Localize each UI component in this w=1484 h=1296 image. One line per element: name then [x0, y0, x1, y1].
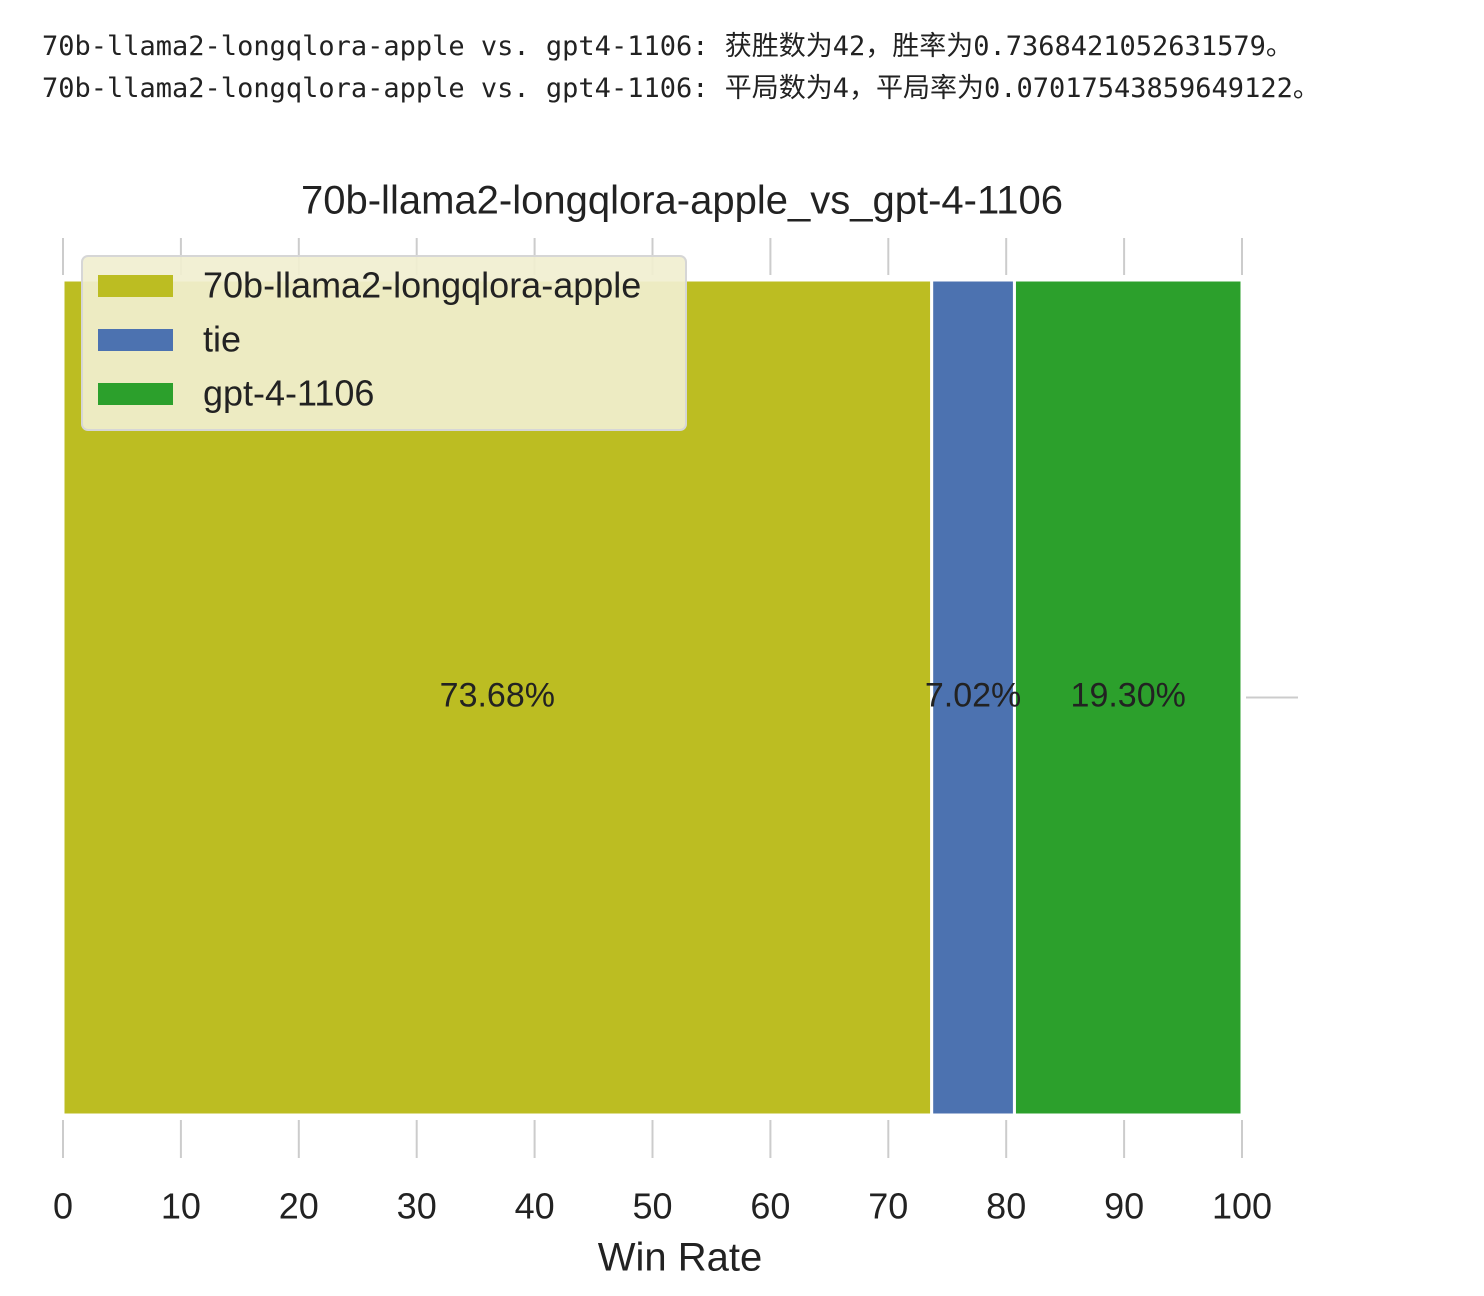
- legend-swatch: [98, 329, 173, 351]
- x-tick-label: 20: [279, 1186, 319, 1227]
- bar-segment: [1012, 278, 1244, 1117]
- x-tick-label: 10: [161, 1186, 201, 1227]
- x-tick-label: 60: [750, 1186, 790, 1227]
- x-axis-label: Win Rate: [598, 1236, 763, 1280]
- bar-segment: [930, 278, 1016, 1117]
- legend-box: [81, 255, 687, 431]
- legend-swatch: [98, 383, 173, 405]
- data-label: 19.30%: [1071, 676, 1186, 714]
- data-label: 7.02%: [925, 676, 1021, 714]
- console-line: 70b-llama2-longqlora-apple vs. gpt4-1106…: [42, 31, 1293, 62]
- console-line: 70b-llama2-longqlora-apple vs. gpt4-1106…: [42, 73, 1320, 104]
- x-tick-label: 30: [397, 1186, 437, 1227]
- legend: 70b-llama2-longqlora-apple tie gpt-4-1106: [81, 255, 687, 431]
- x-tick-label: 70: [868, 1186, 908, 1227]
- legend-swatch: [98, 275, 173, 297]
- x-tick-label: 90: [1104, 1186, 1144, 1227]
- data-label: 73.68%: [440, 676, 555, 714]
- x-tick-label: 40: [515, 1186, 555, 1227]
- chart-title: 70b-llama2-longqlora-apple_vs_gpt-4-1106: [301, 179, 1063, 223]
- legend-label: 70b-llama2-longqlora-apple: [203, 265, 641, 306]
- legend-label: gpt-4-1106: [203, 373, 374, 414]
- x-tick-label: 100: [1212, 1186, 1272, 1227]
- x-tick-label: 0: [53, 1186, 73, 1227]
- x-tick-label: 50: [632, 1186, 672, 1227]
- legend-label: tie: [203, 319, 241, 360]
- x-tick-label: 80: [986, 1186, 1026, 1227]
